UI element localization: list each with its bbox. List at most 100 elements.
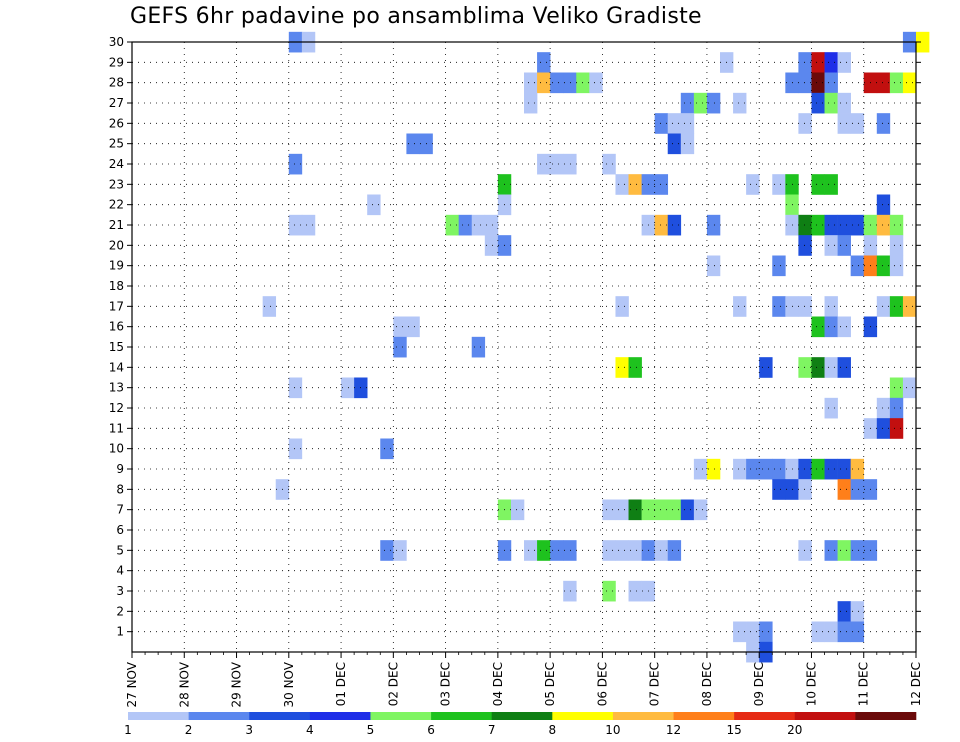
y-tick-label: 20 <box>109 238 124 252</box>
colorbar-swatch <box>309 712 371 720</box>
heatmap-cell <box>811 174 825 195</box>
heatmap-cell <box>811 214 825 236</box>
heatmap-cell <box>837 113 851 134</box>
heatmap-cell <box>524 72 538 94</box>
heatmap-cell <box>510 499 525 521</box>
heatmap-cell <box>889 377 904 399</box>
x-tick-label: 29 NOV <box>230 661 244 707</box>
colorbar-label: 7 <box>488 723 496 737</box>
heatmap-cell <box>850 255 865 277</box>
heatmap-cell <box>367 194 381 216</box>
colorbar-swatch <box>734 712 796 720</box>
heatmap-cell <box>916 31 930 53</box>
heatmap-cell <box>680 92 695 114</box>
heatmap-cell <box>706 255 721 277</box>
heatmap-cell <box>824 235 838 256</box>
colorbar: 1 2 3 4 5 6 7 8 10 12 15 20 <box>124 712 917 737</box>
colorbar-label: 10 <box>605 723 620 737</box>
heatmap-cell <box>563 153 577 175</box>
heatmap-cell <box>733 458 747 480</box>
heatmap-cell <box>902 296 917 317</box>
heatmap-cell <box>850 621 865 643</box>
heatmap-cell <box>798 540 812 561</box>
heatmap-cell <box>406 133 420 155</box>
heatmap-cell <box>889 255 904 277</box>
heatmap-cell <box>837 52 851 73</box>
y-tick-label: 3 <box>116 584 124 598</box>
heatmap-cell <box>733 621 747 643</box>
heatmap-cell <box>615 296 629 317</box>
colorbar-label: 8 <box>548 723 556 737</box>
y-tick-label: 21 <box>109 218 124 232</box>
heatmap-cell <box>811 72 825 94</box>
x-tick-label: 11 DEC <box>857 662 871 706</box>
heatmap-cell <box>837 316 851 338</box>
heatmap-cell <box>628 357 642 378</box>
y-tick-label: 15 <box>109 340 124 354</box>
heatmap-cell <box>889 418 904 439</box>
heatmap-cell <box>615 174 629 195</box>
heatmap-cell <box>811 621 825 643</box>
heatmap-cell <box>262 296 277 317</box>
heatmap-cell <box>667 133 682 155</box>
heatmap-cell <box>550 540 564 561</box>
y-tick-label: 16 <box>109 320 124 334</box>
y-tick-label: 2 <box>116 604 124 618</box>
heatmap-cell <box>667 499 682 521</box>
heatmap-cell <box>445 214 459 236</box>
heatmap-cell <box>837 540 851 561</box>
heatmap-cell <box>615 357 629 378</box>
y-tick-label: 22 <box>109 198 124 212</box>
y-tick-label: 26 <box>109 116 124 130</box>
colorbar-label: 2 <box>185 723 193 737</box>
x-tick-label: 10 DEC <box>804 662 818 706</box>
heatmap-cell <box>380 540 394 561</box>
heatmap-cell <box>484 235 499 256</box>
heatmap-cell <box>406 316 420 338</box>
heatmap-cell <box>837 235 851 256</box>
heatmap-cell <box>876 194 891 216</box>
x-tick-label: 12 DEC <box>909 662 923 706</box>
heatmap-cell <box>706 214 721 236</box>
heatmap-cell <box>837 357 851 378</box>
colorbar-label: 4 <box>306 723 314 737</box>
x-tick-label: 02 DEC <box>386 662 400 706</box>
heatmap-cell <box>889 72 904 94</box>
heatmap-cell <box>811 52 825 73</box>
colorbar-swatch <box>673 712 735 720</box>
heatmap-cell <box>824 92 838 114</box>
heatmap-cell <box>798 357 812 378</box>
x-tick-label: 07 DEC <box>648 662 662 706</box>
heatmap-cell <box>798 72 812 94</box>
heatmap-cell <box>288 153 303 175</box>
heatmap-cell <box>393 336 407 358</box>
heatmap-cell <box>563 580 577 602</box>
heatmap-cell <box>772 296 786 317</box>
heatmap-cell <box>537 540 551 561</box>
heatmap-cell <box>850 214 865 236</box>
heatmap-cell <box>824 458 838 480</box>
y-tick-label: 18 <box>109 279 124 293</box>
heatmap-cell <box>524 92 538 114</box>
heatmap-cell <box>772 174 786 195</box>
heatmap-cell <box>811 458 825 480</box>
heatmap-cell <box>288 214 303 236</box>
colorbar-label: 20 <box>787 723 802 737</box>
heatmap-cell <box>680 499 695 521</box>
heatmap-cell <box>667 214 682 236</box>
heatmap-cell <box>537 153 551 175</box>
heatmap-cell <box>288 377 303 399</box>
heatmap-cell <box>837 92 851 114</box>
colorbar-swatch <box>128 712 189 720</box>
colorbar-label: 3 <box>245 723 253 737</box>
colorbar-swatch <box>612 712 674 720</box>
heatmap-cell <box>902 377 917 399</box>
heatmap-cell <box>876 255 891 277</box>
x-tick-label: 05 DEC <box>543 662 557 706</box>
heatmap-cell <box>746 458 760 480</box>
colorbar-label: 12 <box>666 723 681 737</box>
x-tick-label: 03 DEC <box>439 662 453 706</box>
colorbar-label: 1 <box>124 723 132 737</box>
heatmap-cell <box>693 458 708 480</box>
colorbar-swatch <box>491 712 553 720</box>
